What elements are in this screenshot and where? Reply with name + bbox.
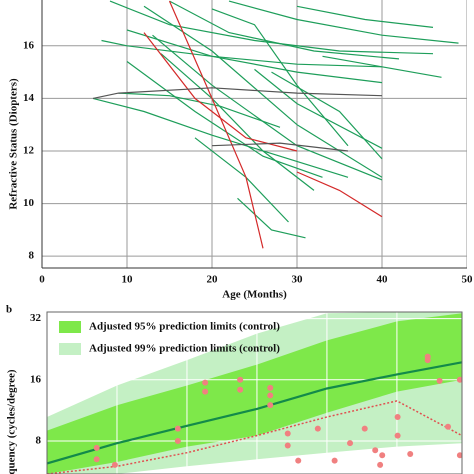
data-line [126,29,383,84]
panel: 0 10 20 30 40 50 8 10 12 14 16 Age (Months) Refracti… [8,0,473,301]
data-point [445,423,452,430]
data-point [456,452,462,459]
data-line [126,61,323,178]
data-point [377,461,384,468]
data-point [456,376,462,383]
data-line [152,34,383,181]
data-point [202,388,209,395]
data-point [331,457,338,464]
plot-area [42,0,467,268]
data-point [202,379,209,386]
data-line [237,197,306,239]
data-point [394,413,401,420]
data-point [93,456,100,463]
data-line [296,171,383,218]
panel: 8 16 32 quency (cycles/degree) b Adjusted 95%… [6,304,463,474]
x-axis-label: Age (Months) [222,289,287,301]
x-tick-label: 30 [292,274,304,286]
data-point [267,392,274,399]
data-line [228,0,459,44]
data-point [267,384,274,391]
data-line [92,87,383,99]
legend-swatch [59,321,81,333]
data-point [314,425,321,432]
data-point [372,447,379,454]
data-line [92,97,349,178]
data-line [254,68,383,149]
y-tick-label: 10 [23,197,35,209]
data-point [424,357,431,364]
y-tick-label: 32 [30,312,42,324]
x-tick-label: 20 [207,274,219,286]
data-point [93,444,100,451]
data-line [118,92,281,128]
data-line [211,8,349,147]
plot-area [47,312,462,474]
data-line [168,0,264,249]
data-point [407,450,414,457]
legend-swatch [59,343,81,355]
y-tick-label: 16 [23,39,35,51]
data-line [194,137,289,223]
data-point [111,461,118,468]
panel-label: b [6,304,12,316]
y-tick-label: 8 [36,434,42,446]
y-tick-label: 16 [30,373,42,385]
data-line [109,0,434,55]
data-point [237,376,244,383]
data-line [322,55,442,78]
data-point [295,457,302,464]
data-line [143,5,383,178]
x-tick-label: 50 [462,274,474,286]
mean-line [47,400,462,474]
legend-label: Adjusted 99% prediction limits (control) [89,343,280,355]
data-line [211,142,349,152]
x-tick-label: 40 [377,274,389,286]
mean-line [47,361,462,465]
data-point [237,386,244,393]
data-point [267,402,274,409]
data-point [436,377,443,384]
y-axis-label: quency (cycles/degree) [6,369,18,474]
data-line [271,71,383,160]
y-tick-label: 12 [23,144,35,156]
y-tick-label: 14 [23,92,35,104]
y-axis-label: Refractive Status (Diopters) [8,78,20,210]
y-tick-label: 8 [29,250,35,262]
data-line [169,0,400,60]
x-tick-label: 10 [122,274,134,286]
data-point [284,442,291,449]
plot-frame [46,311,463,474]
data-point [394,432,401,439]
data-line [296,5,434,28]
data-point [284,430,291,437]
data-line [143,32,298,152]
x-tick-label: 0 [39,274,45,286]
data-point [174,425,181,432]
data-point [347,440,354,447]
data-point [174,437,181,444]
data-point [379,452,386,459]
data-line [160,53,315,191]
data-point [361,425,368,432]
legend-label: Adjusted 95% prediction limits (control) [89,321,280,333]
